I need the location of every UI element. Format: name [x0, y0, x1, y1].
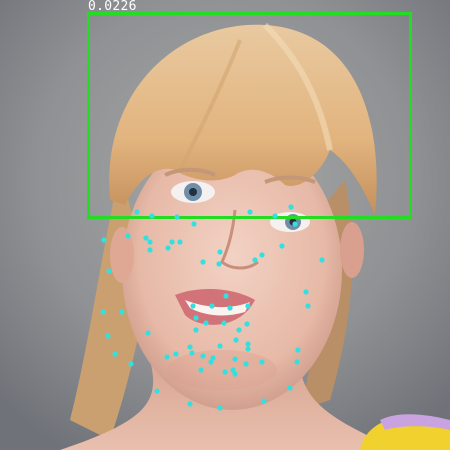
face-landmark-point	[222, 369, 228, 375]
eyebrow-left	[164, 167, 216, 177]
face-landmark-point	[106, 268, 112, 274]
face-landmark-point	[187, 344, 193, 350]
face-landmark-point	[217, 405, 223, 411]
face-landmark-point	[134, 209, 140, 215]
nose	[220, 209, 259, 270]
face-landmark-point	[128, 361, 134, 367]
face-landmark-point	[252, 257, 258, 263]
face-landmark-point	[295, 347, 301, 353]
purple-strap	[380, 414, 450, 430]
face-landmark-point	[292, 221, 298, 227]
face-landmark-point	[190, 303, 196, 309]
face-landmark-point	[105, 333, 111, 339]
face-landmark-point	[217, 343, 223, 349]
detection-bounding-box	[87, 12, 412, 219]
face-landmark-point	[149, 213, 155, 219]
face-landmark-point	[200, 259, 206, 265]
face-landmark-point	[288, 204, 294, 210]
face-landmark-point	[216, 261, 222, 267]
hair-highlight	[262, 22, 333, 151]
face-landmark-point	[198, 367, 204, 373]
face-landmark-point	[287, 385, 293, 391]
pupil-left	[189, 188, 197, 196]
eyebrow-right	[264, 175, 316, 184]
face-landmark-point	[177, 239, 183, 245]
chin-shade	[167, 350, 277, 390]
face-landmark-point	[145, 330, 151, 336]
face-landmark-point	[154, 388, 160, 394]
face-landmark-point	[261, 398, 267, 404]
face-landmark-point	[223, 293, 229, 299]
ear-right	[340, 222, 364, 278]
face-landmark-point	[217, 249, 223, 255]
face-landmark-point	[305, 303, 311, 309]
face-landmark-point	[245, 346, 251, 352]
face-landmark-point	[193, 315, 199, 321]
face-landmark-point	[200, 353, 206, 359]
face-landmark-point	[208, 359, 214, 365]
face-landmark-point	[303, 289, 309, 295]
face	[122, 130, 342, 410]
face-landmark-point	[147, 247, 153, 253]
face-landmark-point	[100, 309, 106, 315]
face-landmark-point	[232, 371, 238, 377]
face-landmark-point	[259, 359, 265, 365]
face-landmark-point	[227, 305, 233, 311]
face-landmark-point	[147, 239, 153, 245]
face-landmark-point	[259, 252, 265, 258]
face-landmark-point	[173, 351, 179, 357]
face-landmark-point	[193, 327, 199, 333]
face-landmark-point	[272, 213, 278, 219]
face-landmark-point	[209, 303, 215, 309]
face-landmark-point	[187, 401, 193, 407]
face-landmark-point	[279, 243, 285, 249]
face-landmark-point	[243, 361, 249, 367]
face-landmark-point	[221, 320, 227, 326]
face-landmark-point	[174, 214, 180, 220]
face-landmark-point	[294, 359, 300, 365]
face-landmark-point	[319, 257, 325, 263]
face-landmark-point	[165, 245, 171, 251]
face-landmark-point	[112, 351, 118, 357]
face-landmark-point	[119, 309, 125, 315]
face-landmark-point	[210, 355, 216, 361]
hair	[109, 24, 377, 215]
face-landmark-point	[125, 233, 131, 239]
ear-left	[110, 227, 134, 283]
face-landmark-point	[101, 237, 107, 243]
face-landmark-point	[244, 321, 250, 327]
face-landmark-point	[191, 221, 197, 227]
face-landmark-point	[230, 367, 236, 373]
face-landmark-point	[169, 239, 175, 245]
detection-score: 0.0226	[88, 0, 137, 14]
face-landmark-point	[203, 320, 209, 326]
face-landmark-point	[189, 350, 195, 356]
face-landmark-point	[143, 235, 149, 241]
hair-strand-line	[178, 39, 242, 171]
face-landmark-point	[245, 341, 251, 347]
face-landmark-point	[236, 327, 242, 333]
face-landmark-point	[233, 337, 239, 343]
face-landmark-point	[164, 354, 170, 360]
teeth	[185, 300, 250, 316]
face-landmark-point	[232, 356, 238, 362]
face-landmark-point	[247, 209, 253, 215]
face-landmark-point	[245, 303, 251, 309]
